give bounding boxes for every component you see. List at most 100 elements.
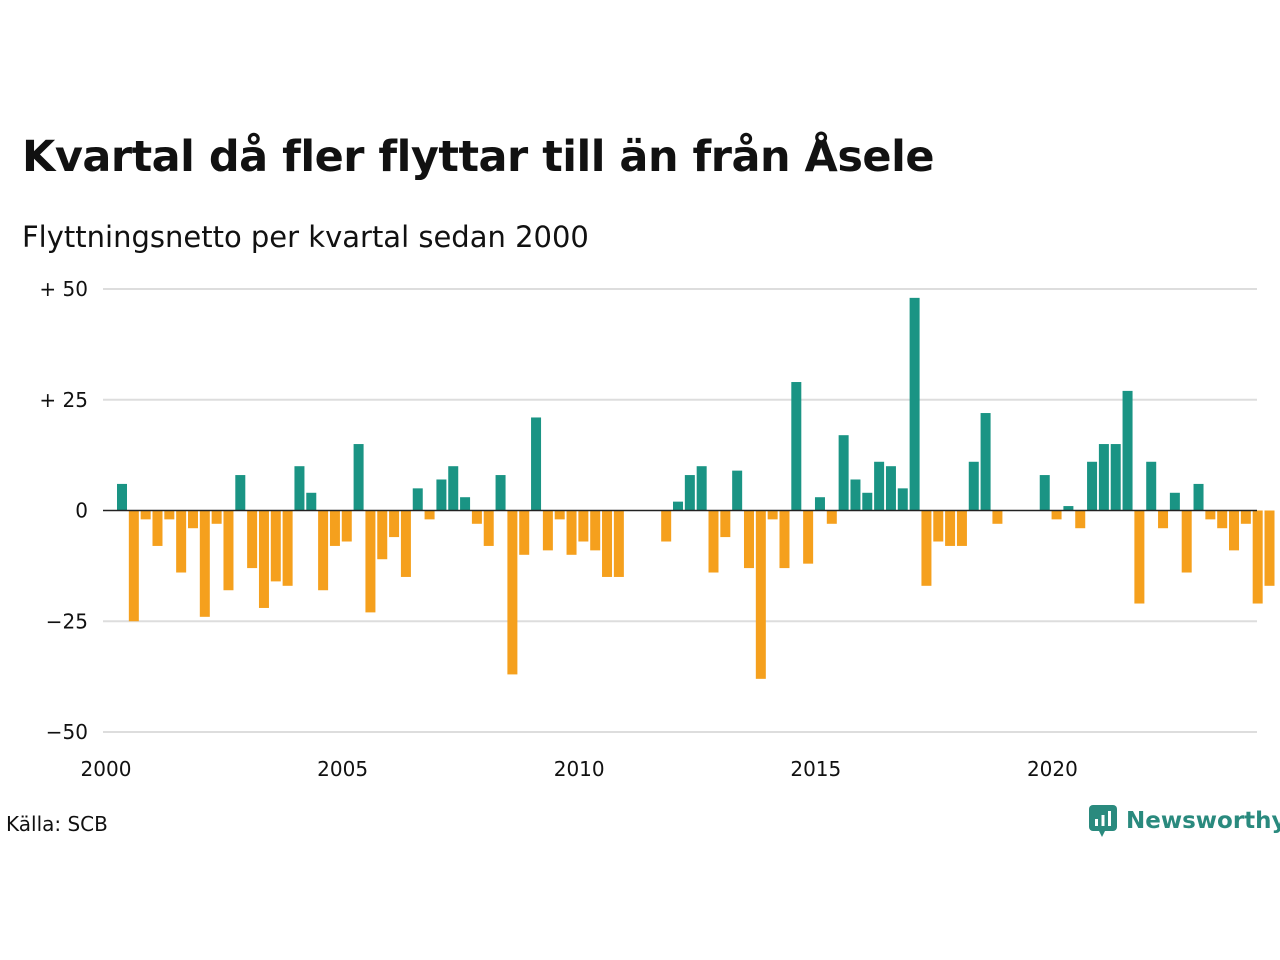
bar-positive: [1193, 483, 1204, 511]
bar-positive: [531, 417, 542, 511]
bar-negative: [282, 510, 293, 586]
bar-negative: [826, 510, 837, 524]
bar-positive: [838, 435, 849, 511]
bar-negative: [1217, 510, 1228, 529]
y-axis-labels: + 50 + 25 0 −25 −50: [39, 277, 88, 744]
bar-negative: [755, 510, 766, 679]
x-tick-label: 2015: [790, 757, 841, 781]
bar-negative: [507, 510, 518, 675]
bar-positive: [1098, 444, 1109, 511]
bar-negative: [803, 510, 814, 564]
bar-negative: [1229, 510, 1240, 551]
bar-negative: [602, 510, 613, 577]
newsworthy-logo-icon: [1089, 805, 1117, 837]
bar-negative: [1252, 510, 1263, 604]
bar-negative: [377, 510, 388, 560]
bar-negative: [270, 510, 281, 582]
bar-negative: [258, 510, 269, 608]
bar-negative: [1240, 510, 1251, 524]
bar-positive: [412, 488, 423, 511]
bar-positive: [885, 466, 896, 511]
bar-negative: [613, 510, 624, 577]
bars: [117, 297, 1275, 679]
bar-positive: [117, 483, 127, 511]
bar-negative: [519, 510, 530, 555]
bar-negative: [720, 510, 731, 538]
bar-negative: [211, 510, 222, 524]
newsworthy-brand[interactable]: Newsworthy: [1088, 804, 1280, 838]
bar-positive: [874, 461, 885, 511]
bar-negative: [542, 510, 553, 551]
y-tick-label: −25: [46, 609, 88, 633]
bar-positive: [862, 492, 873, 511]
bar-positive: [980, 413, 991, 511]
bar-negative: [247, 510, 258, 569]
bar-negative: [708, 510, 719, 573]
bar-negative: [1158, 510, 1169, 529]
bar-negative: [389, 510, 400, 538]
bar-positive: [1146, 461, 1157, 511]
y-tick-label: −50: [46, 720, 88, 744]
bar-chart: + 50 + 25 0 −25 −50 2000 2005 2010 2015 2020: [39, 277, 1275, 781]
bar-positive: [1110, 444, 1121, 511]
bar-positive: [436, 479, 447, 511]
bar-positive: [732, 470, 743, 511]
bar-negative: [1134, 510, 1145, 604]
grid-lines: [103, 288, 1257, 733]
bar-negative: [329, 510, 340, 546]
bar-positive: [673, 501, 684, 511]
bar-negative: [992, 510, 1003, 524]
bar-negative: [578, 510, 589, 542]
bar-negative: [471, 510, 482, 524]
y-tick-label: 0: [75, 499, 88, 523]
bar-negative: [318, 510, 329, 591]
bar-positive: [448, 466, 459, 511]
bar-negative: [483, 510, 494, 546]
bar-negative: [590, 510, 601, 551]
x-axis-labels: 2000 2005 2010 2015 2020: [81, 757, 1078, 781]
bar-positive: [684, 475, 695, 511]
bar-negative: [921, 510, 932, 586]
bar-positive: [1063, 506, 1074, 511]
bar-positive: [353, 444, 364, 511]
bar-positive: [495, 475, 506, 511]
bar-negative: [1205, 510, 1216, 520]
bar-negative: [176, 510, 187, 573]
y-tick-label: + 50: [39, 277, 88, 301]
x-tick-label: 2000: [81, 757, 132, 781]
bar-negative: [1181, 510, 1192, 573]
bar-negative: [223, 510, 234, 591]
bar-negative: [1264, 510, 1275, 586]
bar-negative: [164, 510, 175, 520]
chart-subtitle: Flyttningsnetto per kvartal sedan 2000: [22, 220, 589, 254]
y-tick-label: + 25: [39, 388, 88, 412]
bar-positive: [850, 479, 861, 511]
bar-positive: [1122, 390, 1133, 511]
bar-negative: [128, 510, 139, 622]
bar-positive: [897, 488, 908, 511]
bar-positive: [1039, 475, 1050, 511]
source-note: Källa: SCB: [6, 812, 108, 836]
bar-positive: [1169, 492, 1180, 511]
x-tick-label: 2020: [1027, 757, 1078, 781]
x-tick-label: 2005: [317, 757, 368, 781]
bar-negative: [152, 510, 163, 546]
bar-positive: [696, 466, 707, 511]
bar-negative: [187, 510, 198, 529]
bar-negative: [400, 510, 411, 577]
bar-positive: [909, 297, 920, 511]
bar-positive: [294, 466, 305, 511]
chart-title: Kvartal då fler flyttar till än från Åse…: [22, 132, 934, 182]
bar-negative: [424, 510, 435, 520]
bar-negative: [956, 510, 967, 546]
bar-negative: [945, 510, 956, 546]
bar-negative: [661, 510, 672, 542]
bar-negative: [554, 510, 565, 520]
bar-negative: [933, 510, 944, 542]
bar-negative: [779, 510, 790, 569]
newsworthy-brand-name: Newsworthy: [1126, 808, 1280, 834]
bar-negative: [1075, 510, 1086, 529]
bar-positive: [791, 382, 802, 511]
bar-positive: [1087, 461, 1098, 511]
bar-negative: [1051, 510, 1062, 520]
